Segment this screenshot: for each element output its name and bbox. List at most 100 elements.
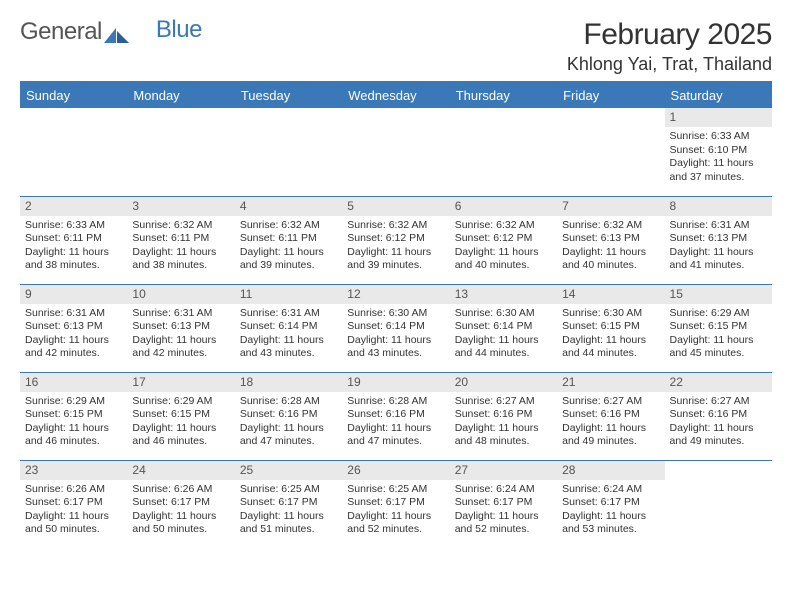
sunset-line: Sunset: 6:17 PM	[240, 496, 337, 509]
calendar-day-cell: 4Sunrise: 6:32 AMSunset: 6:11 PMDaylight…	[235, 196, 342, 284]
sunset-line: Sunset: 6:16 PM	[455, 408, 552, 421]
sunset-line: Sunset: 6:17 PM	[562, 496, 659, 509]
calendar-day-cell: 17 Sunrise: 6:29 AMSunset: 6:15 PMDayligh…	[127, 372, 234, 460]
sunrise-line: Sunrise: 6:31 AM	[132, 307, 229, 320]
day-details: Sunrise: 6:32 AMSunset: 6:13 PMDaylight:…	[561, 219, 660, 273]
sunrise-line: Sunrise: 6:24 AM	[562, 483, 659, 496]
calendar-body: 1 Sunrise: 6:33 AMSunset: 6:10 PM Daylight…	[20, 108, 772, 548]
day-details: Sunrise: 6:24 AMSunset: 6:17 PMDaylight:…	[454, 483, 553, 537]
daylight-line: Daylight: 11 hours and 39 minutes.	[240, 246, 337, 273]
day-number: 14	[557, 285, 664, 304]
sunset-line: Sunset: 6:13 PM	[132, 320, 229, 333]
calendar-day-cell: 27 Sunrise: 6:24 AMSunset: 6:17 PMDayligh…	[450, 460, 557, 548]
calendar-day-cell	[20, 108, 127, 196]
daylight-line: Daylight: 11 hours and 44 minutes.	[455, 334, 552, 361]
calendar-day-cell: 10Sunrise: 6:31 AMSunset: 6:13 PMDayligh…	[127, 284, 234, 372]
day-number: 26	[342, 461, 449, 480]
sunset-line: Sunset: 6:13 PM	[25, 320, 122, 333]
sunrise-line: Sunrise: 6:32 AM	[240, 219, 337, 232]
brand-text-blue: Blue	[156, 16, 202, 44]
sunset-line: Sunset: 6:16 PM	[240, 408, 337, 421]
day-number: 16	[20, 373, 127, 392]
sunrise-line: Sunrise: 6:31 AM	[670, 219, 767, 232]
calendar-grid: SundayMondayTuesdayWednesdayThursdayFrid…	[20, 83, 772, 548]
sunrise-line: Sunrise: 6:32 AM	[455, 219, 552, 232]
daylight-line: Daylight: 11 hours and 40 minutes.	[455, 246, 552, 273]
calendar-day-cell	[450, 108, 557, 196]
title-block: February 2025 Khlong Yai, Trat, Thailand	[567, 18, 772, 75]
sunset-line: Sunset: 6:10 PM	[670, 144, 767, 157]
sunrise-line: Sunrise: 6:25 AM	[347, 483, 444, 496]
daylight-line: Daylight: 11 hours and 43 minutes.	[240, 334, 337, 361]
day-number: 28	[557, 461, 664, 480]
sunset-line: Sunset: 6:15 PM	[670, 320, 767, 333]
sunset-line: Sunset: 6:13 PM	[562, 232, 659, 245]
day-number: 4	[235, 197, 342, 216]
calendar-day-cell: 3 Sunrise: 6:32 AMSunset: 6:11 PMDaylight…	[127, 196, 234, 284]
day-details: Sunrise: 6:28 AMSunset: 6:16 PMDaylight:…	[346, 395, 445, 449]
daylight-line: Daylight: 11 hours and 52 minutes.	[455, 510, 552, 537]
sunset-line: Sunset: 6:16 PM	[562, 408, 659, 421]
day-details: Sunrise: 6:29 AMSunset: 6:15 PMDaylight:…	[131, 395, 230, 449]
sunset-line: Sunset: 6:17 PM	[455, 496, 552, 509]
day-number: 20	[450, 373, 557, 392]
daylight-line: Daylight: 11 hours and 38 minutes.	[132, 246, 229, 273]
calendar-day-cell: 18Sunrise: 6:28 AMSunset: 6:16 PMDayligh…	[235, 372, 342, 460]
sunset-line: Sunset: 6:15 PM	[562, 320, 659, 333]
day-number: 3	[127, 197, 234, 216]
day-details: Sunrise: 6:27 AMSunset: 6:16 PMDaylight:…	[561, 395, 660, 449]
daylight-line: Daylight: 11 hours and 44 minutes.	[562, 334, 659, 361]
weekday-header: Tuesday	[235, 83, 342, 108]
day-number: 7	[557, 197, 664, 216]
day-number: 13	[450, 285, 557, 304]
day-number: 2	[20, 197, 127, 216]
sunset-line: Sunset: 6:14 PM	[240, 320, 337, 333]
sunrise-line: Sunrise: 6:29 AM	[132, 395, 229, 408]
daylight-line: Daylight: 11 hours and 45 minutes.	[670, 334, 767, 361]
calendar-day-cell: 24 Sunrise: 6:26 AMSunset: 6:17 PMDayligh…	[127, 460, 234, 548]
calendar-week-row: 1Sunrise: 6:33 AMSunset: 6:10 PMDaylight…	[20, 108, 772, 196]
sunrise-line: Sunrise: 6:27 AM	[455, 395, 552, 408]
calendar-day-cell: 14 Sunrise: 6:30 AMSunset: 6:15 PMDayligh…	[557, 284, 664, 372]
sunset-line: Sunset: 6:16 PM	[670, 408, 767, 421]
day-number: 19	[342, 373, 449, 392]
day-details: Sunrise: 6:26 AMSunset: 6:17 PMDaylight:…	[131, 483, 230, 537]
sunrise-line: Sunrise: 6:30 AM	[455, 307, 552, 320]
day-number: 27	[450, 461, 557, 480]
sunset-line: Sunset: 6:15 PM	[132, 408, 229, 421]
calendar-week-row: 23Sunrise: 6:26 AMSunset: 6:17 PMDayligh…	[20, 460, 772, 548]
sunrise-line: Sunrise: 6:29 AM	[25, 395, 122, 408]
calendar-day-cell: 13Sunrise: 6:30 AMSunset: 6:14 PMDayligh…	[450, 284, 557, 372]
daylight-line: Daylight: 11 hours and 53 minutes.	[562, 510, 659, 537]
header: General Blue February 2025 Khlong Yai, T…	[20, 18, 772, 75]
sunrise-line: Sunrise: 6:24 AM	[455, 483, 552, 496]
sunrise-line: Sunrise: 6:26 AM	[132, 483, 229, 496]
day-details: Sunrise: 6:25 AMSunset: 6:17 PMDaylight:…	[239, 483, 338, 537]
day-number: 15	[665, 285, 772, 304]
sunset-line: Sunset: 6:17 PM	[132, 496, 229, 509]
day-details: Sunrise: 6:32 AMSunset: 6:11 PMDaylight:…	[131, 219, 230, 273]
day-number: 24	[127, 461, 234, 480]
day-details: Sunrise: 6:31 AMSunset: 6:13 PMDaylight:…	[131, 307, 230, 361]
day-number: 1	[665, 108, 772, 127]
calendar-day-cell: 2Sunrise: 6:33 AMSunset: 6:11 PMDaylight…	[20, 196, 127, 284]
sunset-line: Sunset: 6:16 PM	[347, 408, 444, 421]
day-details: Sunrise: 6:25 AMSunset: 6:17 PMDaylight:…	[346, 483, 445, 537]
sunrise-line: Sunrise: 6:28 AM	[240, 395, 337, 408]
calendar-day-cell: 6Sunrise: 6:32 AMSunset: 6:12 PMDaylight…	[450, 196, 557, 284]
sunrise-line: Sunrise: 6:30 AM	[562, 307, 659, 320]
day-details: Sunrise: 6:31 AMSunset: 6:13 PMDaylight:…	[669, 219, 768, 273]
daylight-line: Daylight: 11 hours and 40 minutes.	[562, 246, 659, 273]
calendar-day-cell: 1Sunrise: 6:33 AMSunset: 6:10 PMDaylight…	[665, 108, 772, 196]
sunrise-line: Sunrise: 6:32 AM	[562, 219, 659, 232]
calendar-week-row: 9Sunrise: 6:31 AMSunset: 6:13 PMDaylight…	[20, 284, 772, 372]
brand-sail-icon	[104, 23, 130, 41]
sunrise-line: Sunrise: 6:33 AM	[670, 130, 767, 143]
day-number: 17	[127, 373, 234, 392]
sunrise-line: Sunrise: 6:32 AM	[347, 219, 444, 232]
calendar-day-cell: 5Sunrise: 6:32 AMSunset: 6:12 PMDaylight…	[342, 196, 449, 284]
calendar-day-cell: 15Sunrise: 6:29 AMSunset: 6:15 PMDayligh…	[665, 284, 772, 372]
day-number: 22	[665, 373, 772, 392]
day-number: 5	[342, 197, 449, 216]
day-number: 25	[235, 461, 342, 480]
